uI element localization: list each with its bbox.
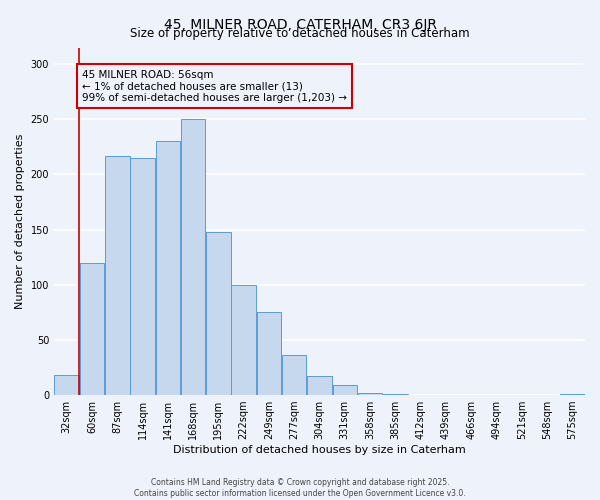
Bar — [155, 142, 180, 395]
Bar — [80, 262, 104, 395]
Y-axis label: Number of detached properties: Number of detached properties — [15, 134, 25, 309]
Bar — [232, 284, 256, 395]
Bar — [358, 393, 382, 395]
X-axis label: Distribution of detached houses by size in Caterham: Distribution of detached houses by size … — [173, 445, 466, 455]
Bar — [257, 312, 281, 395]
Bar — [383, 394, 407, 395]
Bar — [206, 232, 230, 395]
Text: 45 MILNER ROAD: 56sqm
← 1% of detached houses are smaller (13)
99% of semi-detac: 45 MILNER ROAD: 56sqm ← 1% of detached h… — [82, 70, 347, 103]
Bar — [130, 158, 155, 395]
Text: 45, MILNER ROAD, CATERHAM, CR3 6JR: 45, MILNER ROAD, CATERHAM, CR3 6JR — [163, 18, 437, 32]
Text: Contains HM Land Registry data © Crown copyright and database right 2025.
Contai: Contains HM Land Registry data © Crown c… — [134, 478, 466, 498]
Text: Size of property relative to detached houses in Caterham: Size of property relative to detached ho… — [130, 28, 470, 40]
Bar — [332, 385, 357, 395]
Bar — [55, 375, 79, 395]
Bar — [282, 356, 307, 395]
Bar — [181, 119, 205, 395]
Bar — [560, 394, 584, 395]
Bar — [105, 156, 130, 395]
Bar — [307, 376, 332, 395]
